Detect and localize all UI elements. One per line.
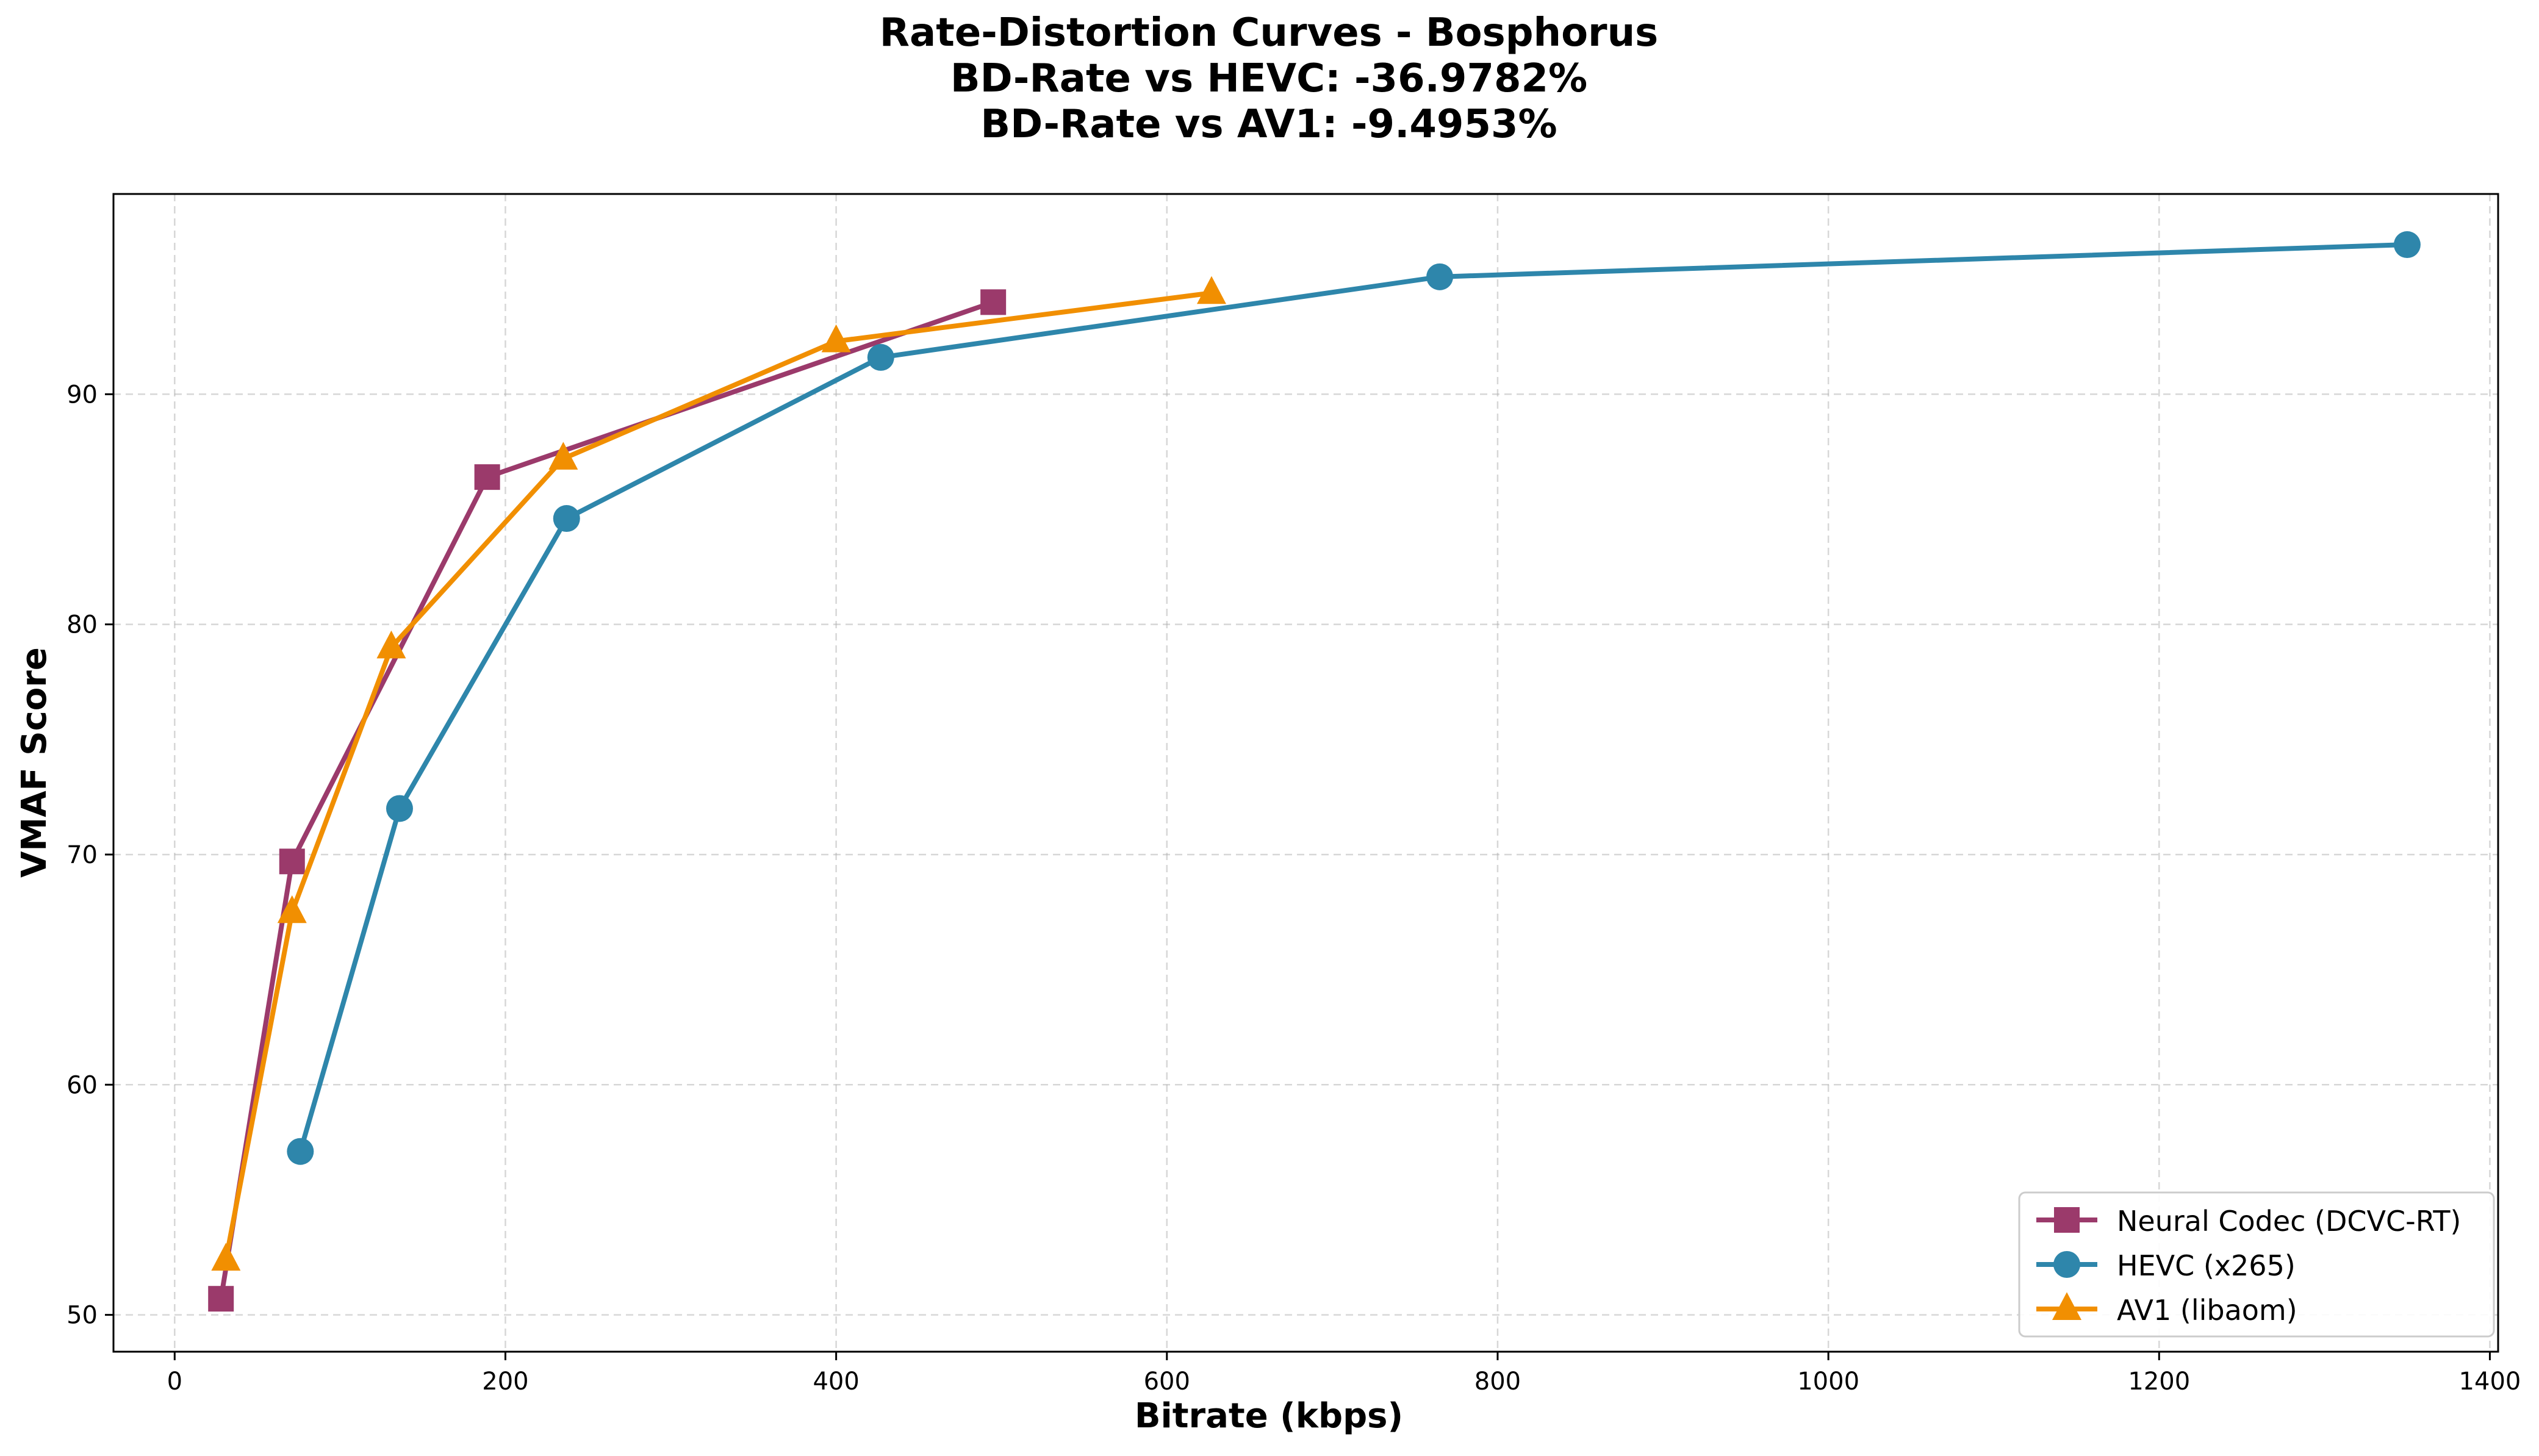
series-hevc: [287, 231, 2421, 1165]
y-tick-label: 80: [66, 611, 98, 639]
data-point-hevc: [867, 343, 894, 371]
data-point-hevc: [386, 795, 413, 822]
legend-marker-shape-neural-codec: [2054, 1207, 2080, 1233]
legend-marker-hevc: [2053, 1251, 2080, 1278]
data-point-av1: [277, 895, 307, 923]
legend-item-neural-codec: Neural Codec (DCVC-RT): [2036, 1205, 2461, 1238]
series-line-neural-codec: [218, 299, 996, 1302]
x-tick-label: 400: [813, 1368, 859, 1396]
series-line-hevc: [298, 242, 2410, 1154]
legend-box: [2018, 1191, 2495, 1338]
data-point-av1: [548, 442, 578, 470]
legend-label-hevc: HEVC (x265): [2117, 1249, 2296, 1282]
x-tick-label: 800: [1474, 1368, 1521, 1396]
x-tick-label: 200: [482, 1368, 528, 1396]
series-line-av1: [223, 290, 1214, 1263]
y-tick-label: 70: [66, 841, 98, 869]
y-tick-label: 60: [66, 1071, 98, 1099]
data-point-av1: [376, 630, 406, 659]
legend: Neural Codec (DCVC-RT) HEVC (x265) AV1 (…: [2018, 1191, 2495, 1338]
x-tick-label: 1400: [2459, 1368, 2521, 1396]
legend-marker-shape-av1: [2052, 1292, 2081, 1320]
y-axis-label: VMAF Score: [15, 647, 54, 878]
data-point-av1: [1196, 276, 1226, 304]
x-tick-label: 1200: [2128, 1368, 2190, 1396]
legend-label-neural-codec: Neural Codec (DCVC-RT): [2117, 1205, 2461, 1238]
x-tick-label: 1000: [1797, 1368, 1859, 1396]
data-point-hevc: [287, 1138, 314, 1165]
axes: 0 200 400 600 800 1000 1200 1400 50 60 70 80 90: [66, 193, 2521, 1396]
chart-title-line-2: BD-Rate vs HEVC: -36.9782%: [950, 56, 1587, 101]
series-av1: [211, 276, 1226, 1271]
y-tick-label: 50: [66, 1302, 98, 1330]
chart-title-line-1: Rate-Distortion Curves - Bosphorus: [880, 10, 1659, 56]
legend-label-av1: AV1 (libaom): [2117, 1294, 2297, 1327]
data-point-hevc: [1426, 263, 1454, 290]
legend-marker-av1: [2052, 1292, 2081, 1320]
data-point-neural-codec: [279, 848, 305, 875]
data-point-hevc: [553, 505, 580, 533]
x-tick-label: 600: [1144, 1368, 1190, 1396]
x-axis-label: Bitrate (kbps): [1135, 1396, 1403, 1436]
legend-marker-neural-codec: [2054, 1207, 2080, 1233]
legend-marker-shape-hevc: [2053, 1251, 2080, 1278]
data-point-neural-codec: [474, 464, 500, 490]
series-layer: [208, 231, 2421, 1312]
x-tick-label: 0: [167, 1368, 182, 1396]
legend-item-hevc: HEVC (x265): [2036, 1249, 2296, 1282]
data-point-av1: [821, 324, 851, 353]
y-tick-label: 90: [66, 381, 98, 409]
grid: [113, 194, 2498, 1352]
data-point-neural-codec: [208, 1286, 234, 1312]
series-neural-codec: [208, 289, 1007, 1312]
chart-title-line-3: BD-Rate vs AV1: -9.4953%: [980, 102, 1557, 147]
plot-frame: [112, 193, 2499, 1353]
legend-item-av1: AV1 (libaom): [2036, 1292, 2297, 1327]
data-point-av1: [211, 1243, 241, 1271]
data-point-neural-codec: [980, 289, 1007, 315]
data-point-hevc: [2393, 231, 2421, 259]
